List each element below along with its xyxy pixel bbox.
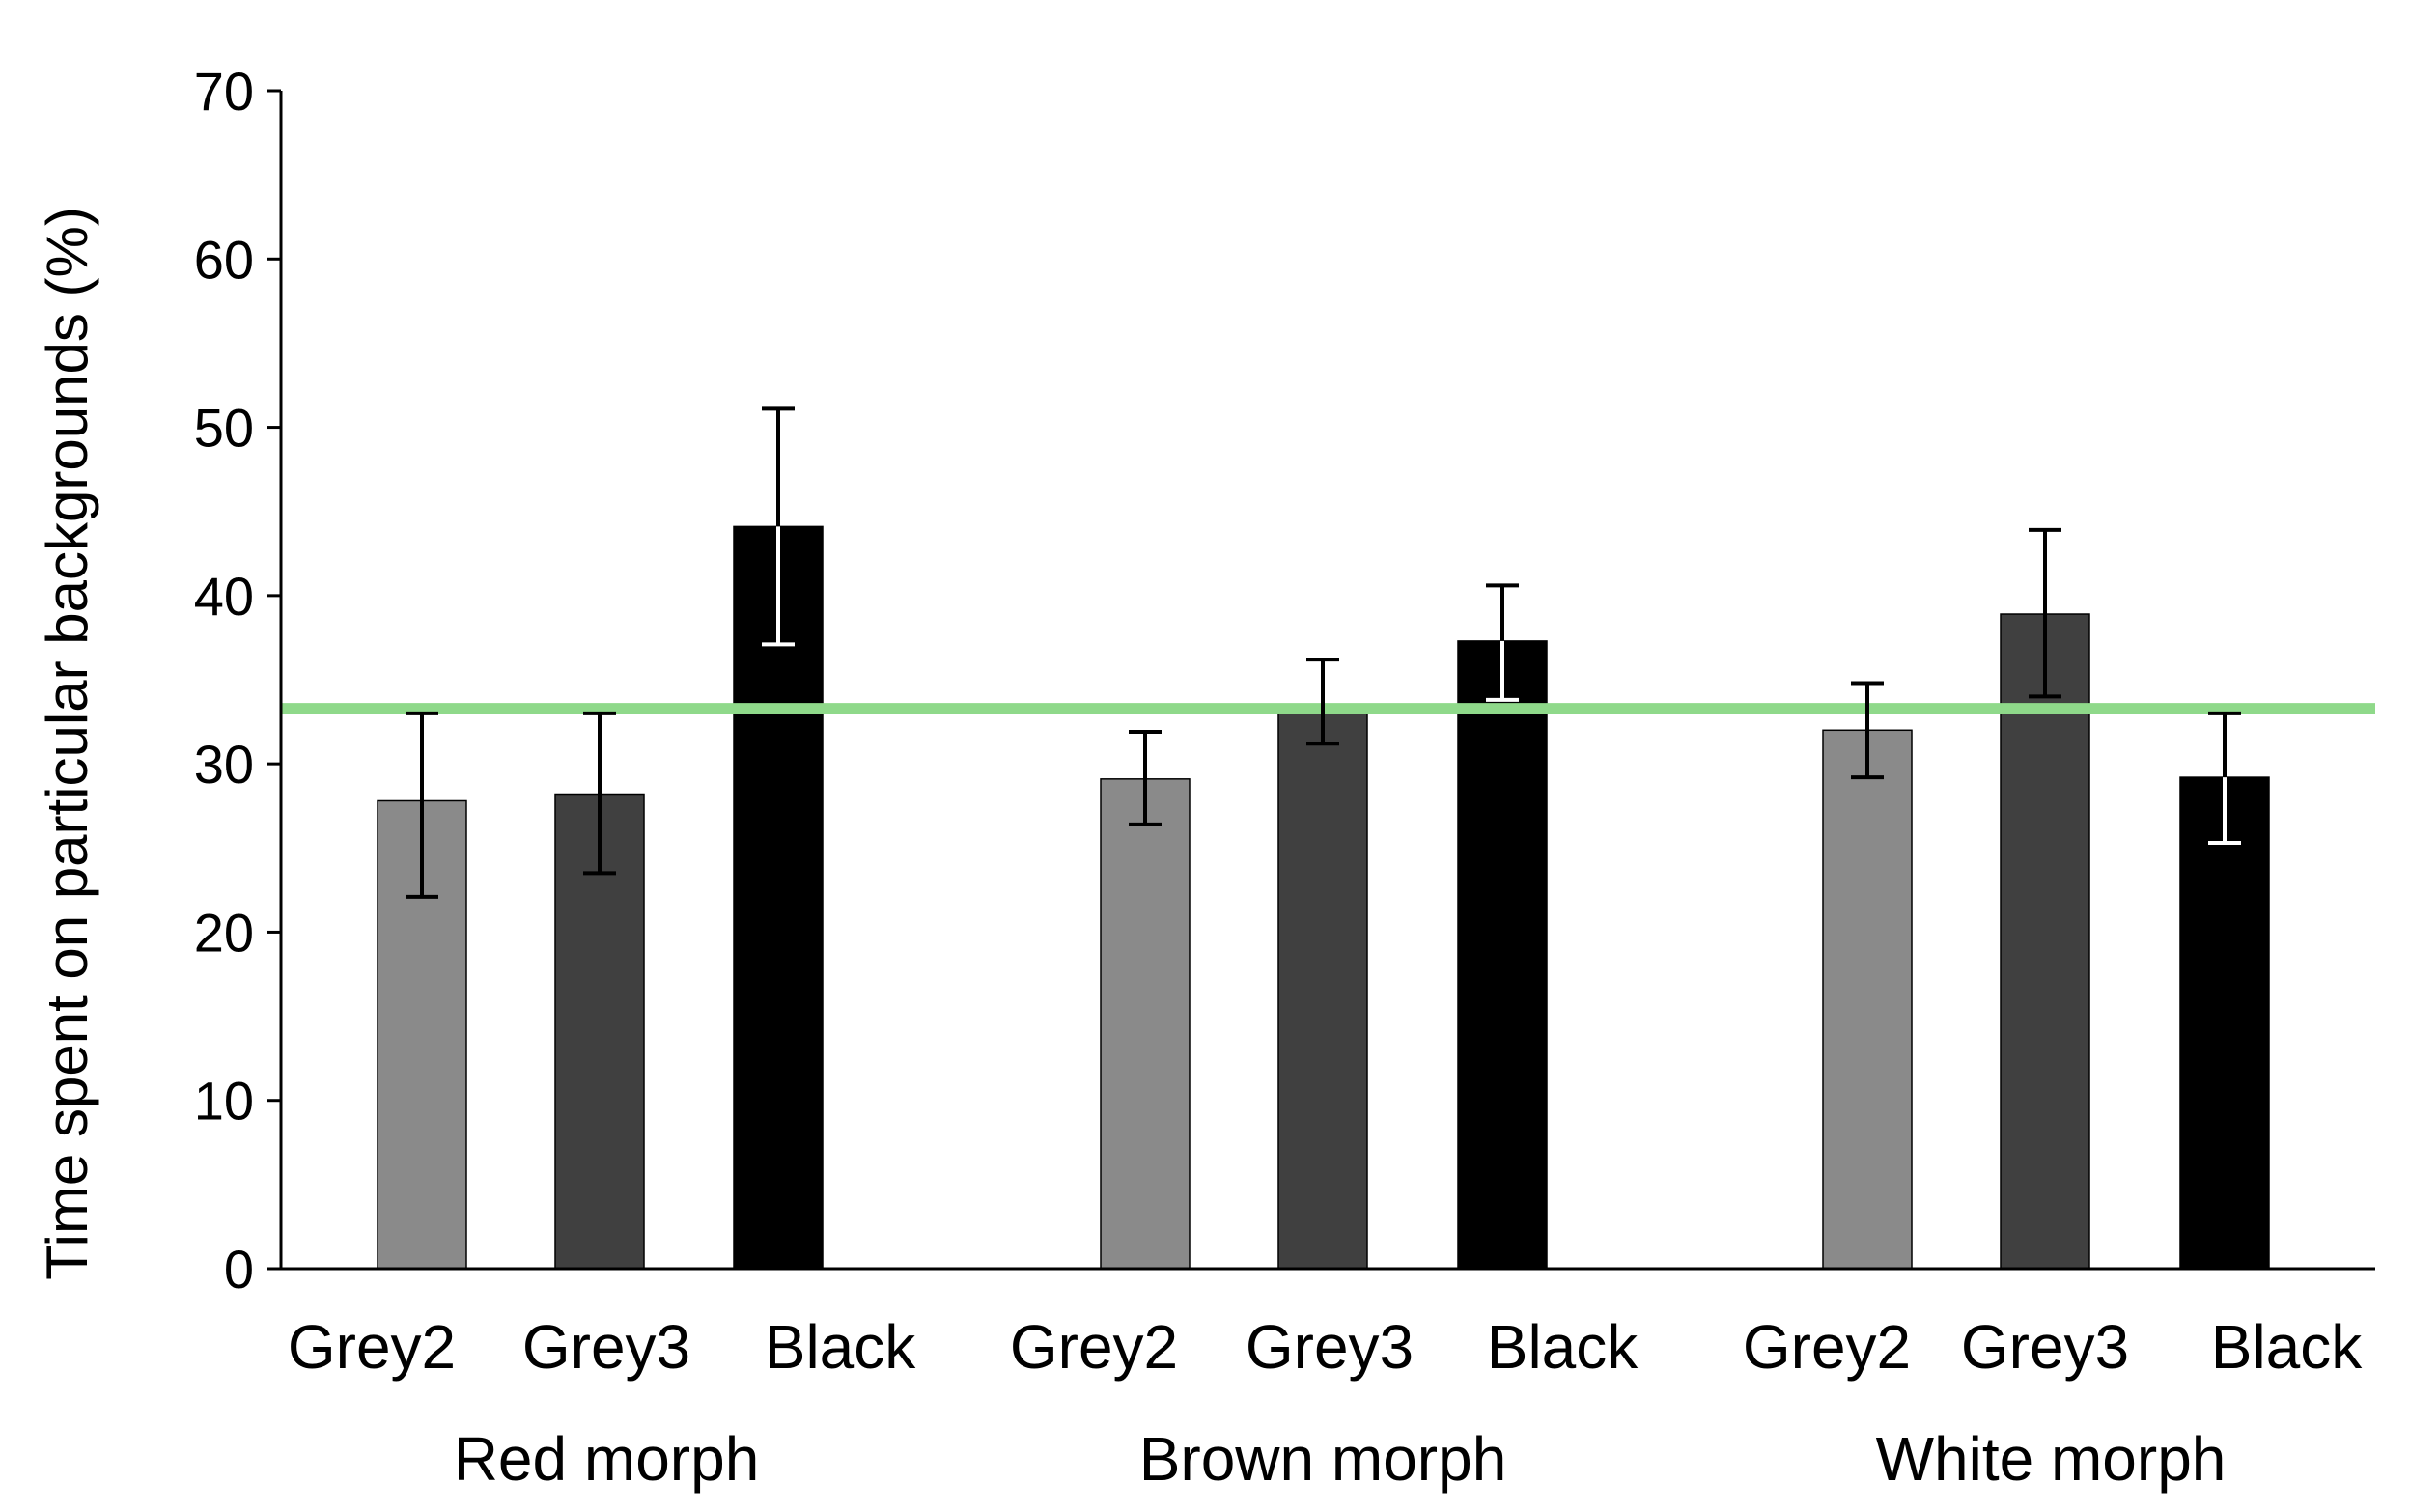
group-label: Brown morph [1139, 1424, 1507, 1494]
y-tick-label: 40 [194, 566, 254, 627]
error-bar-red-morph-grey2 [406, 711, 438, 899]
x-tick-label: Grey2 [288, 1312, 456, 1382]
error-bar-white-morph-grey3 [2029, 527, 2061, 699]
y-axis-label: Time spent on particular backgrounds (%) [35, 207, 99, 1280]
x-tick-label: Black [1487, 1312, 1639, 1382]
axes-layer: 0 10 20 30 40 50 60 70 [194, 61, 2375, 1300]
error-bar-brown-morph-black [1486, 583, 1519, 702]
x-tick-label: Grey3 [522, 1312, 690, 1382]
error-bar-white-morph-black [2208, 711, 2241, 846]
x-tick-label: Grey3 [1246, 1312, 1414, 1382]
bar-brown-morph-grey2 [1100, 778, 1191, 1270]
y-tick-label: 0 [224, 1239, 254, 1300]
bar-brown-morph-grey3 [1277, 706, 1368, 1270]
error-bar-brown-morph-grey2 [1129, 730, 1162, 826]
y-tick-label: 60 [194, 229, 254, 290]
error-bar-red-morph-grey3 [583, 711, 616, 876]
x-tick-label: Black [765, 1312, 917, 1382]
bar-white-morph-black [2179, 776, 2270, 1270]
bar-brown-morph-black [1457, 640, 1548, 1270]
x-tick-label: Grey2 [1010, 1312, 1178, 1382]
x-tick-label: Black [2211, 1312, 2364, 1382]
group-label: White morph [1876, 1424, 2227, 1494]
y-tick-label: 70 [194, 61, 254, 122]
bar-white-morph-grey2 [1822, 729, 1913, 1270]
group-label: Red morph [454, 1424, 760, 1494]
error-bar-white-morph-grey2 [1851, 681, 1884, 780]
x-tick-label: Grey3 [1961, 1312, 2129, 1382]
y-tick-label: 10 [194, 1071, 254, 1132]
y-tick-label: 30 [194, 734, 254, 795]
bar-white-morph-grey3 [2000, 613, 2090, 1270]
bars-layer [377, 525, 2270, 1270]
error-bars-layer [406, 406, 2241, 899]
error-bar-red-morph-black [762, 406, 795, 647]
error-bar-brown-morph-grey3 [1306, 658, 1339, 746]
y-tick-label: 20 [194, 902, 254, 963]
y-tick-label: 50 [194, 398, 254, 459]
x-tick-label: Grey2 [1743, 1312, 1911, 1382]
